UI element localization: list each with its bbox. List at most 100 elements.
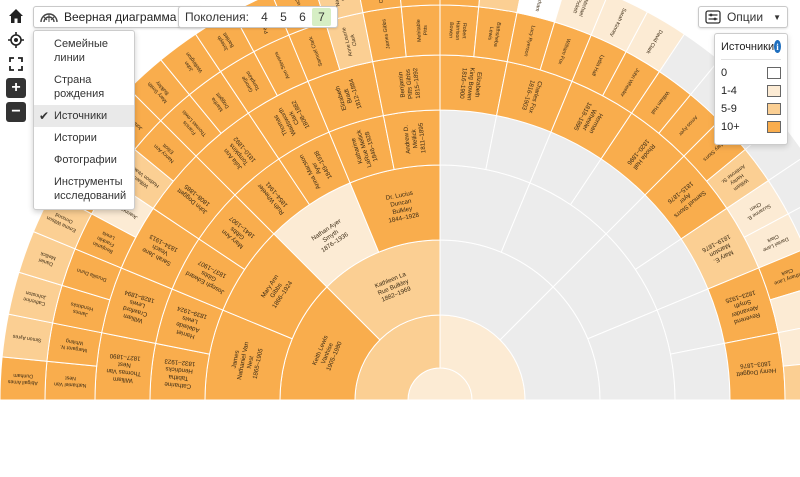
- person-label: Tabitha: [168, 373, 189, 382]
- person-label: Andrew D.: [402, 124, 412, 154]
- person-label: Margaret N.: [60, 343, 88, 353]
- options-label: Опции: [726, 10, 764, 24]
- info-icon[interactable]: i: [774, 40, 781, 53]
- person-label: 1811–1895: [417, 122, 427, 154]
- generation-option-4[interactable]: 4: [261, 10, 268, 24]
- person-label: 1815–1892: [412, 67, 422, 99]
- menu-item-photos[interactable]: Фотографии: [34, 149, 134, 171]
- person-label: Michael: [577, 0, 589, 17]
- person-label: Abigail Ames: [7, 378, 38, 385]
- person-label: Whiting: [66, 337, 84, 345]
- zoom-in-icon[interactable]: +: [6, 78, 26, 98]
- person-label: Lewis: [486, 26, 494, 40]
- person-label: John: [183, 60, 195, 73]
- person-label: James: [72, 308, 89, 318]
- menu-item-birth-country[interactable]: Страна рождения: [34, 69, 134, 105]
- person-label: Nest: [118, 360, 132, 368]
- menu-item-label: Истории: [54, 132, 97, 144]
- menu-item-sources[interactable]: ✔ Источники: [34, 105, 134, 127]
- fan-segment[interactable]: Mehitable Pitts: [400, 4, 441, 58]
- person-label: King Bowen: [465, 67, 475, 101]
- generation-option-5[interactable]: 5: [280, 10, 287, 24]
- person-label: Nathaniel Van: [54, 381, 87, 389]
- generation-option-7[interactable]: 7: [311, 8, 331, 26]
- person-label: Catharine: [163, 380, 191, 390]
- person-label: Thomas Van: [106, 367, 142, 377]
- legend-row: 5-9: [721, 100, 781, 118]
- chart-type-dropdown[interactable]: Веерная диаграмма ▼: [33, 6, 204, 28]
- person-label: 1827–1890: [109, 352, 141, 362]
- generation-option-6[interactable]: 6: [299, 10, 306, 24]
- person-label: Bulkley: [392, 205, 414, 216]
- person-label: Clark: [350, 33, 359, 47]
- legend-swatch: [767, 85, 781, 97]
- menu-item-label: Фотографии: [54, 154, 117, 166]
- person-label: Benjamin: [397, 71, 407, 98]
- legend-label: 1-4: [721, 85, 737, 97]
- person-label: Mellick: [410, 128, 419, 148]
- person-label: Coffin: [338, 0, 347, 1]
- locate-icon[interactable]: [6, 30, 26, 50]
- person-label: Smyth: [733, 298, 752, 310]
- options-dropdown[interactable]: Опции ▼: [697, 6, 788, 28]
- person-label: Elizabeth: [473, 72, 483, 99]
- zoom-out-icon[interactable]: −: [6, 102, 26, 122]
- fan-segment[interactable]: [782, 361, 800, 401]
- menu-item-research-tools[interactable]: Инструменты исследований: [34, 171, 134, 207]
- person-label: Clark: [780, 267, 794, 277]
- legend-row: 10+: [721, 118, 781, 136]
- fullscreen-icon[interactable]: [6, 54, 26, 74]
- person-label: Bowen: [447, 22, 454, 38]
- menu-item-family-lines[interactable]: Семейные линии: [34, 33, 134, 69]
- person-label: 1832–1923: [164, 357, 196, 367]
- fan-chart-icon: [40, 13, 58, 23]
- legend-title: Источники: [721, 40, 775, 53]
- home-icon[interactable]: [6, 6, 26, 26]
- person-label: Nest: [246, 355, 255, 369]
- person-label: Robert: [461, 23, 468, 39]
- person-label: Hendricks: [165, 365, 193, 375]
- person-label: James Gibbs: [381, 18, 391, 49]
- menu-item-stories[interactable]: Истории: [34, 127, 134, 149]
- person-label: Duncan: [390, 198, 413, 209]
- person-label: William: [113, 375, 134, 384]
- person-label: 1803–1876: [739, 359, 771, 369]
- fan-segment[interactable]: [787, 193, 800, 249]
- person-label: Lewis: [129, 298, 146, 309]
- fan-segment[interactable]: Drusilla Dunn: [61, 248, 122, 301]
- menu-item-label: Инструменты исследований: [54, 176, 127, 202]
- fan-segment[interactable]: [669, 342, 731, 401]
- generations-label: Поколения:: [185, 10, 249, 24]
